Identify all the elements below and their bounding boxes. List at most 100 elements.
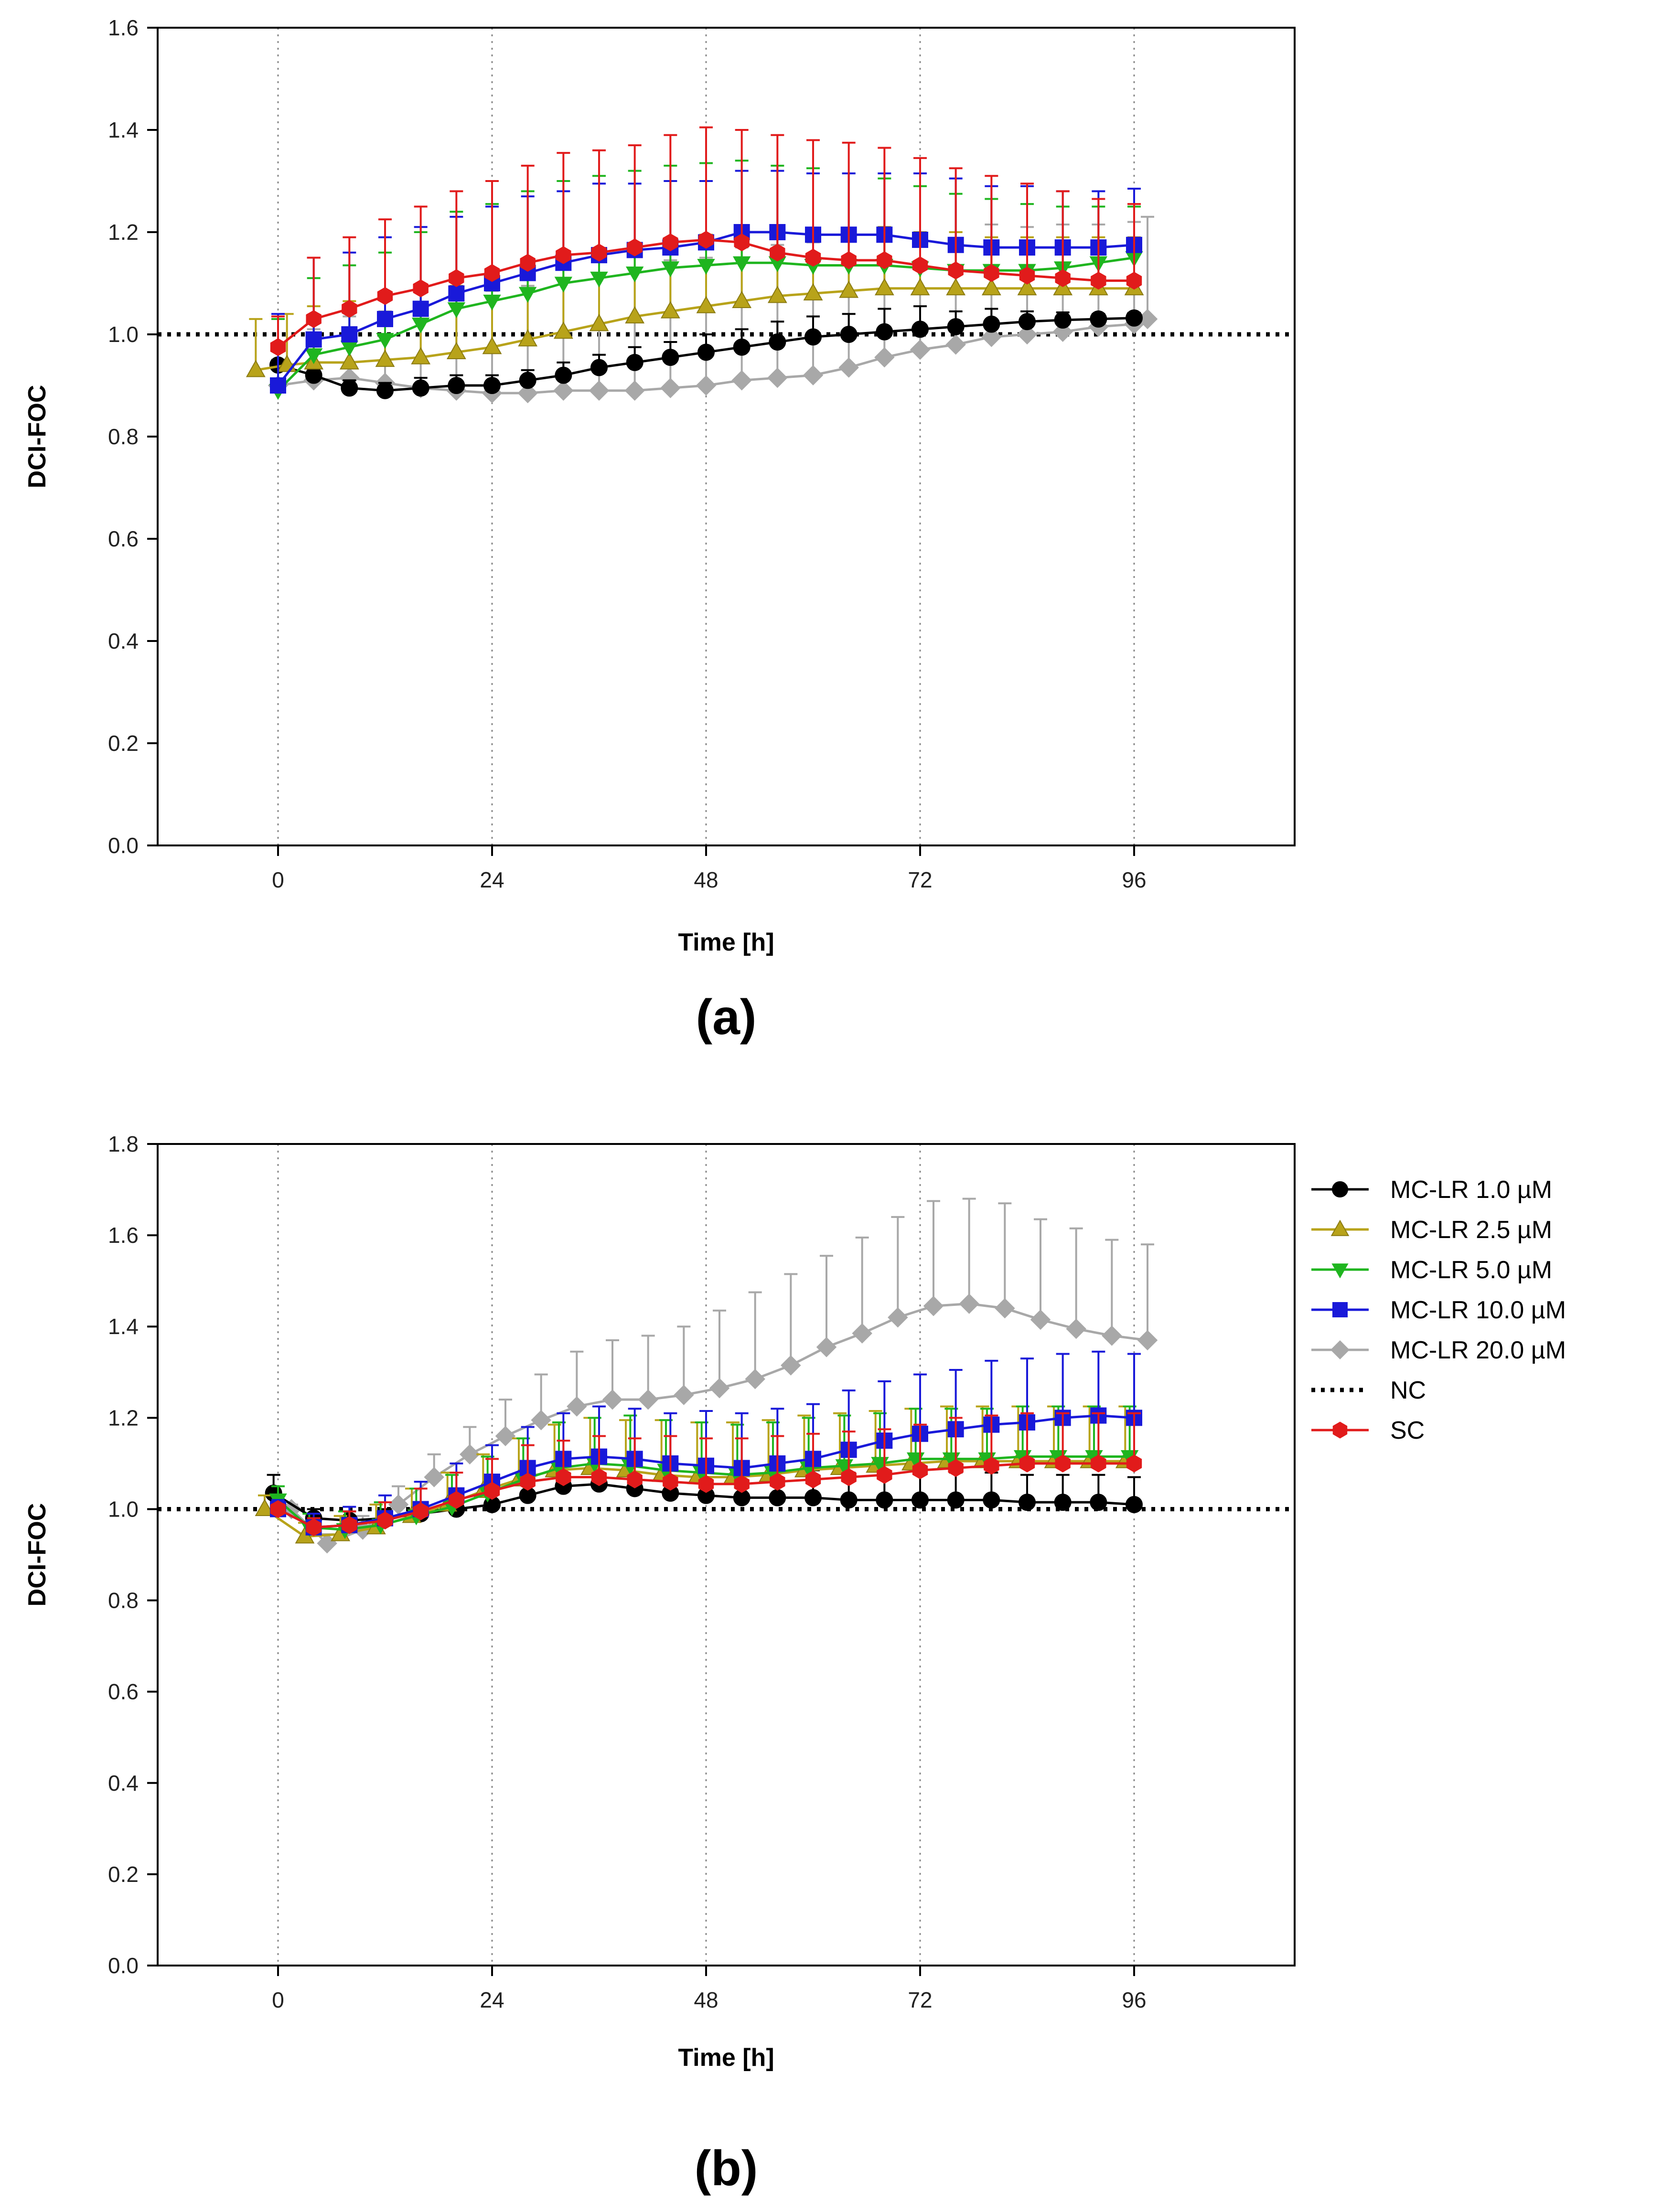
x-tick-label-72: 72 <box>908 1988 932 2012</box>
y-tick-label-0.2: 0.2 <box>108 731 139 756</box>
data-point-mc-lr-5-0-um <box>518 287 537 303</box>
data-point-mc-lr-10-0-um <box>412 300 429 317</box>
data-point-mc-lr-5-0-um <box>590 271 608 288</box>
legend-label: MC-LR 20.0 µM <box>1390 1336 1566 1364</box>
data-point-mc-lr-20-0-um <box>888 1307 908 1328</box>
data-point-mc-lr-5-0-um <box>732 256 751 272</box>
data-point-mc-lr-20-0-um <box>923 1295 944 1316</box>
data-point-sc <box>520 254 536 272</box>
data-point-mc-lr-20-0-um <box>602 1389 623 1410</box>
data-point-mc-lr-2-5-um <box>625 306 645 324</box>
data-point-sc <box>449 269 464 287</box>
series-mc-lr-1-0-um <box>269 305 1143 399</box>
legend-label: MC-LR 2.5 µM <box>1390 1216 1552 1244</box>
data-point-mc-lr-2-5-um <box>732 290 752 309</box>
data-point-mc-lr-2-5-um <box>874 278 894 296</box>
data-point-sc <box>698 1475 714 1493</box>
x-tick-label-48: 48 <box>694 1988 718 2012</box>
chart-panel-a: 0 24 48 72 96 0.0 0.2 0.4 0.6 0.8 1.0 1.2 1.4 1.6 Tim… <box>23 15 1296 1045</box>
data-point-sc <box>805 248 821 267</box>
legend-marker <box>1330 1340 1350 1359</box>
y-tick-label-1.6: 1.6 <box>108 1223 139 1248</box>
data-point-mc-lr-1-0-um <box>840 326 858 343</box>
data-point-mc-lr-2-5-um <box>339 352 359 370</box>
data-point-sc <box>841 251 857 269</box>
data-point-mc-lr-20-0-um <box>589 380 610 401</box>
data-point-sc <box>948 1459 964 1477</box>
data-point-mc-lr-1-0-um <box>1054 1494 1072 1511</box>
legend: MC-LR 1.0 µM MC-LR 2.5 µM MC-LR 5.0 µM MC-L… <box>1311 1176 1566 1444</box>
x-tick-label-0: 0 <box>272 1988 284 2012</box>
data-point-mc-lr-20-0-um <box>317 1533 337 1554</box>
legend-item-mc-lr-2-5-um: MC-LR 2.5 µM <box>1311 1216 1552 1244</box>
x-axis-title-b: Time [h] <box>678 2044 774 2072</box>
y-tick-label-1.4: 1.4 <box>108 1314 139 1339</box>
data-point-mc-lr-20-0-um <box>874 347 895 368</box>
y-tick-label-0.6: 0.6 <box>108 526 139 551</box>
data-point-mc-lr-5-0-um <box>376 333 394 349</box>
y-tick-label-1.4: 1.4 <box>108 118 139 142</box>
data-point-sc <box>805 1470 821 1489</box>
data-point-sc <box>734 233 750 252</box>
legend-item-nc: NC <box>1311 1377 1426 1404</box>
data-point-mc-lr-1-0-um <box>626 353 643 371</box>
data-point-mc-lr-2-5-um <box>767 286 787 303</box>
data-point-mc-lr-5-0-um <box>340 341 359 357</box>
data-point-sc <box>484 264 500 282</box>
y-tick-label-1.2: 1.2 <box>108 1405 139 1430</box>
data-point-mc-lr-2-5-um <box>589 314 609 331</box>
data-point-mc-lr-1-0-um <box>1090 1494 1107 1511</box>
legend-label: NC <box>1390 1377 1426 1404</box>
data-point-sc <box>591 244 607 262</box>
y-tick-label-0.2: 0.2 <box>108 1862 139 1887</box>
axis-ticks-b: 0 24 48 72 96 0.0 0.2 0.4 0.6 0.8 1.0 1.2 1.4 1.6 1.8 <box>108 1132 1147 2012</box>
data-point-mc-lr-20-0-um <box>1017 324 1038 345</box>
data-point-mc-lr-20-0-um <box>745 1368 765 1389</box>
data-point-mc-lr-20-0-um <box>696 375 717 396</box>
data-point-mc-lr-2-5-um <box>1017 278 1037 296</box>
data-point-sc <box>270 1500 286 1518</box>
data-point-mc-lr-1-0-um <box>1090 310 1107 328</box>
y-tick-label-1.2: 1.2 <box>108 220 139 245</box>
data-point-mc-lr-1-0-um <box>840 1491 858 1509</box>
data-point-mc-lr-20-0-um <box>553 380 574 401</box>
data-point-mc-lr-20-0-um <box>709 1378 730 1399</box>
data-point-mc-lr-20-0-um <box>1102 1325 1122 1346</box>
data-point-sc <box>984 1456 999 1475</box>
data-point-mc-lr-1-0-um <box>376 382 394 399</box>
data-point-mc-lr-20-0-um <box>674 1385 694 1405</box>
y-tick-label-1.0: 1.0 <box>108 1496 139 1521</box>
y-tick-label-0.0: 0.0 <box>108 1953 139 1978</box>
legend-label: MC-LR 1.0 µM <box>1390 1176 1552 1204</box>
legend-marker <box>1332 1181 1348 1197</box>
data-point-sc <box>1091 1454 1106 1473</box>
data-point-sc <box>1019 267 1035 285</box>
legend-marker <box>1330 1219 1350 1236</box>
data-point-mc-lr-20-0-um <box>424 1467 444 1487</box>
data-point-sc <box>1055 269 1071 287</box>
legend-label: MC-LR 10.0 µM <box>1390 1296 1566 1324</box>
y-axis-title-b: DCI-FOC <box>23 1503 51 1607</box>
data-point-mc-lr-5-0-um <box>554 277 573 293</box>
legend-marker <box>1332 1302 1348 1317</box>
x-axis-title-a: Time [h] <box>678 929 774 956</box>
data-point-mc-lr-2-5-um <box>246 360 266 377</box>
plot-area-frame-a <box>157 27 1296 846</box>
legend-label: MC-LR 5.0 µM <box>1390 1256 1552 1284</box>
data-point-mc-lr-20-0-um <box>638 1389 658 1410</box>
legend-item-mc-lr-20-0-um: MC-LR 20.0 µM <box>1311 1336 1566 1364</box>
data-point-mc-lr-1-0-um <box>769 1489 786 1507</box>
panel-label-b: (b) <box>695 2141 758 2196</box>
data-point-mc-lr-2-5-um <box>981 278 1001 296</box>
data-point-mc-lr-1-0-um <box>983 1491 1000 1509</box>
data-point-sc <box>1091 271 1106 290</box>
data-point-sc <box>948 261 964 279</box>
data-point-mc-lr-1-0-um <box>448 377 465 394</box>
data-point-mc-lr-20-0-um <box>1066 1318 1086 1339</box>
data-point-mc-lr-10-0-um <box>377 310 393 327</box>
data-point-mc-lr-1-0-um <box>519 372 536 389</box>
legend-item-mc-lr-5-0-um: MC-LR 5.0 µM <box>1311 1256 1552 1284</box>
data-point-sc <box>627 238 643 256</box>
x-tick-label-96: 96 <box>1122 867 1146 892</box>
